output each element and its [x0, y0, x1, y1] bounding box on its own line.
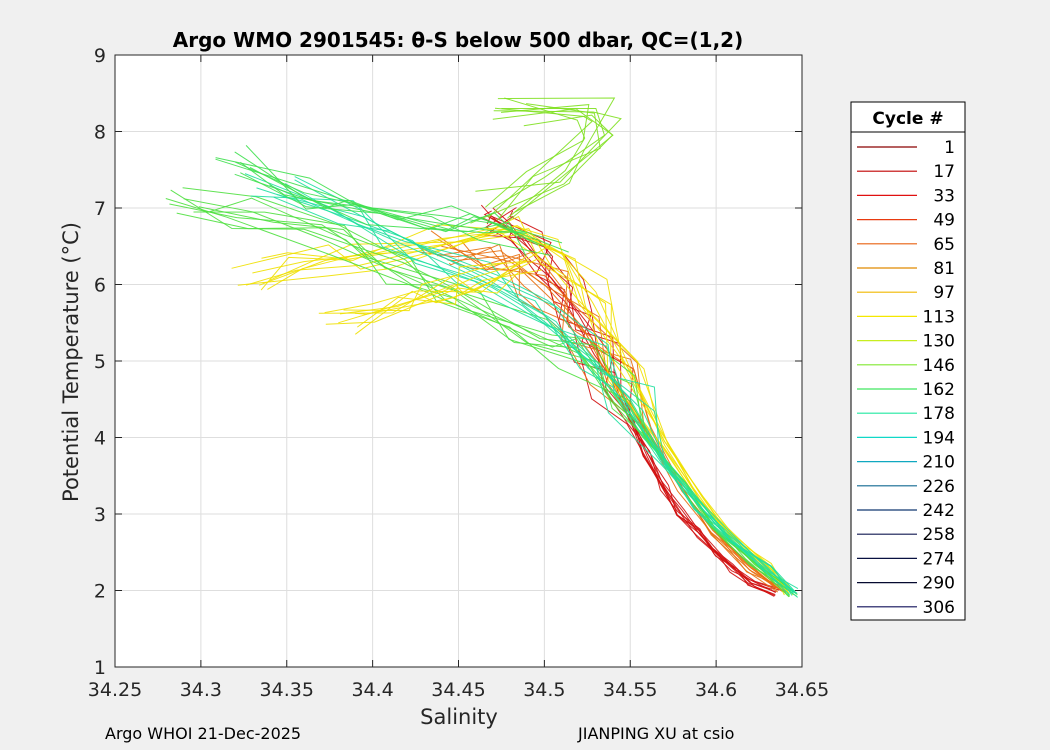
series-line-7-profile — [354, 269, 542, 315]
series-line-4-profile — [256, 187, 799, 590]
series-line-3-profile — [198, 206, 798, 597]
series-line-5-profile — [475, 110, 622, 192]
series-line-6-profile — [249, 166, 569, 253]
series-line-6-profile — [240, 172, 526, 234]
y-tick-label: 2 — [94, 581, 106, 603]
y-tick-label: 4 — [94, 428, 106, 450]
chart-title: Argo WMO 2901545: θ-S below 500 dbar, QC… — [173, 28, 743, 52]
series-line-7-profile — [318, 245, 549, 314]
legend-label: 274 — [923, 549, 955, 569]
series-line-1-profile — [430, 230, 779, 593]
legend: Cycle # 1 17 33 49 65 81 97 113 130 146 162 178 194 2… — [850, 101, 966, 621]
x-tick-label: 34.35 — [260, 679, 314, 701]
y-tick-label: 7 — [94, 198, 106, 220]
series-line-1-profile — [447, 255, 783, 593]
legend-label: 113 — [923, 307, 955, 327]
footer-author: JIANPING XU at csio — [578, 724, 735, 743]
legend-label: 65 — [933, 235, 955, 255]
x-tick-label: 34.25 — [88, 679, 142, 701]
legend-label: 97 — [933, 283, 955, 303]
series-line-1-profile — [448, 243, 787, 593]
series-line-5-profile — [496, 103, 601, 222]
plot-frame — [114, 54, 803, 668]
x-tick-label: 34.45 — [431, 679, 485, 701]
legend-label: 194 — [923, 428, 955, 448]
series-line-1-profile — [420, 247, 785, 588]
x-axis-label: Salinity — [420, 705, 498, 729]
series-line-5-profile — [504, 97, 586, 219]
series-line-5-profile — [492, 108, 614, 222]
y-tick-label: 1 — [94, 657, 106, 679]
series-line-5-profile — [487, 107, 593, 218]
series-line-7-profile — [339, 272, 511, 315]
series-line-3-profile — [207, 197, 791, 596]
legend-title: Cycle # — [872, 109, 943, 129]
y-tick-label: 9 — [94, 45, 106, 67]
legend-label: 306 — [923, 598, 955, 618]
y-axis-label: Potential Temperature (°C) — [59, 222, 83, 502]
legend-label: 81 — [933, 259, 955, 279]
legend-label: 242 — [923, 501, 955, 521]
legend-label: 258 — [923, 525, 955, 545]
series-line-6-profile — [234, 173, 552, 256]
legend-label: 226 — [923, 477, 955, 497]
legend-label: 210 — [923, 453, 955, 473]
series-lines — [165, 97, 799, 598]
legend-label: 178 — [923, 404, 955, 424]
x-tick-label: 34.65 — [775, 679, 829, 701]
legend-label: 130 — [923, 332, 955, 352]
series-line-4-profile — [250, 195, 797, 594]
series-line-6-profile — [245, 145, 522, 239]
y-tick-label: 5 — [94, 351, 106, 373]
x-tick-label: 34.5 — [523, 679, 565, 701]
series-line-4-profile — [294, 176, 799, 598]
footer-source: Argo WHOI 21-Dec-2025 — [105, 724, 302, 743]
x-tick-label: 34.4 — [351, 679, 393, 701]
series-line-2-profile — [261, 228, 790, 594]
legend-label: 290 — [923, 574, 955, 594]
series-line-1-profile — [460, 240, 780, 588]
series-line-4-profile — [273, 196, 796, 592]
legend-label: 17 — [933, 162, 955, 182]
legend-label: 162 — [923, 380, 955, 400]
legend-entries: 1 17 33 49 65 81 97 113 130 146 162 178 194 210 226 242… — [857, 138, 955, 618]
x-tick-label: 34.6 — [695, 679, 737, 701]
series-line-4-profile — [284, 183, 790, 596]
x-tick-label: 34.3 — [180, 679, 222, 701]
series-line-6-profile — [234, 151, 527, 257]
series-line-0-profile — [483, 210, 776, 589]
legend-label: 49 — [933, 211, 955, 231]
y-axis-ticks: 1 2 3 4 5 6 7 8 9 — [94, 45, 802, 679]
legend-label: 33 — [933, 186, 955, 206]
legend-label: 1 — [944, 138, 955, 158]
y-tick-label: 6 — [94, 275, 106, 297]
series-line-7-profile — [357, 262, 504, 328]
y-tick-label: 3 — [94, 504, 106, 526]
y-tick-label: 8 — [94, 122, 106, 144]
series-line-7-profile — [325, 271, 520, 325]
series-line-0-profile — [485, 207, 776, 596]
series-line-7-profile — [324, 255, 528, 314]
legend-label: 146 — [923, 356, 955, 376]
series-line-5-profile — [497, 97, 616, 213]
x-tick-label: 34.55 — [603, 679, 657, 701]
